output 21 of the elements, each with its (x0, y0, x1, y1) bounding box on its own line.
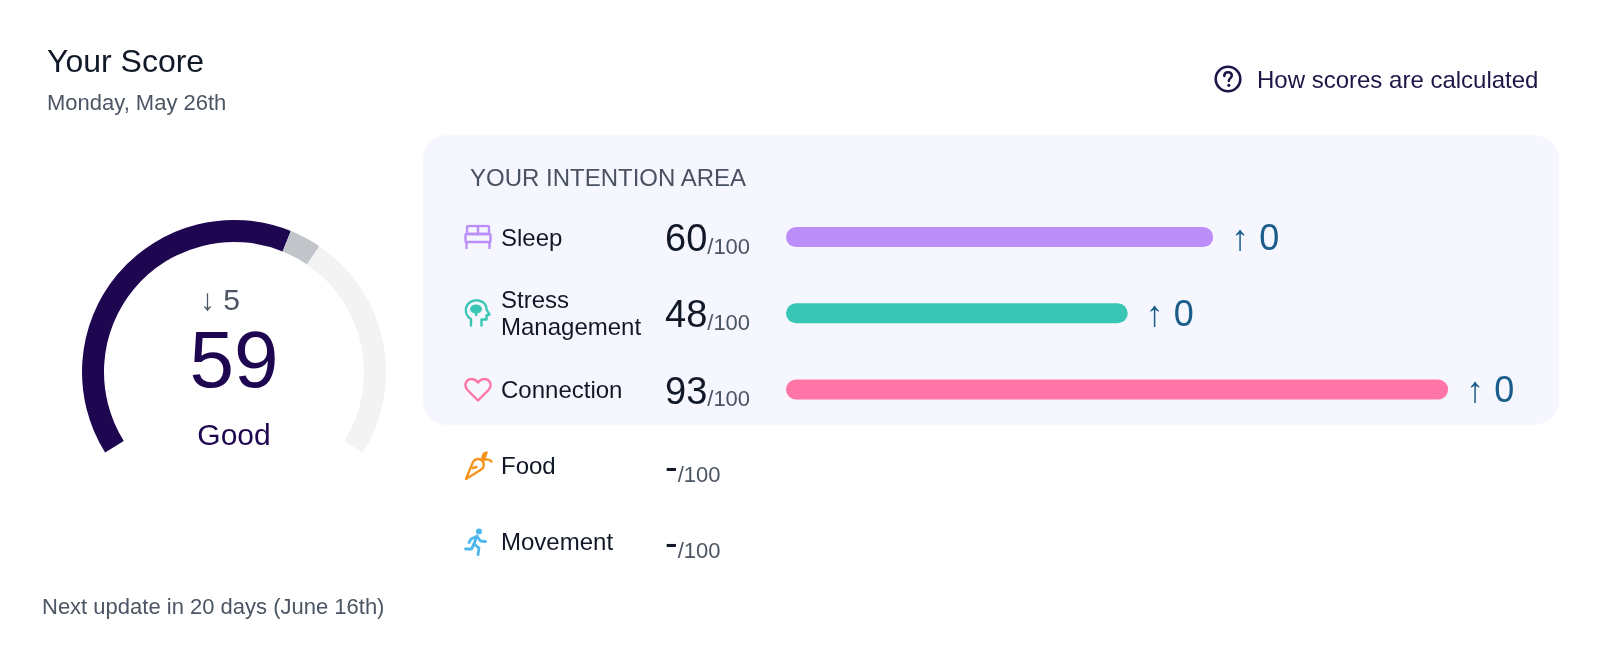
annotation: ↑ 0 (1231, 216, 1280, 258)
chart-title: YOUR INTENTION AREA (470, 163, 747, 191)
y-tick-label: Movement (501, 528, 614, 556)
annotation: ↑ 0 (1466, 369, 1515, 410)
chart-subtitle: Monday, May 26th (47, 89, 227, 115)
y-tick-label: Food (501, 452, 556, 480)
text: -/100 (665, 521, 721, 564)
text: 59 (189, 314, 279, 404)
text: -/100 (665, 445, 721, 488)
text: How scores are calculated (1257, 65, 1539, 93)
annotation: ↑ 0 (1145, 292, 1194, 334)
text: ↓ 5 (199, 282, 241, 316)
data-label: 60/100 (665, 217, 751, 260)
text: Good (197, 417, 271, 451)
data-label: 48/100 (665, 293, 751, 336)
y-tick-label: Stress Management (501, 286, 642, 341)
data-label: 93/100 (665, 369, 751, 412)
text: Next update in 20 days (June 16th) (42, 593, 385, 619)
y-tick-label: Sleep (501, 223, 563, 251)
chart-title: Your Score (47, 43, 205, 79)
y-tick-label: Connection (501, 376, 623, 403)
